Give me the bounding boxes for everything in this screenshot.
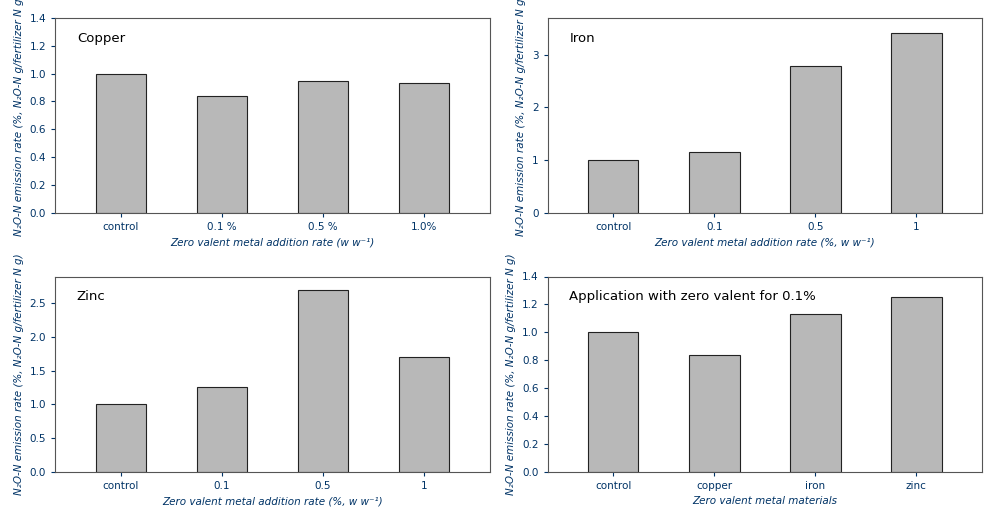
Bar: [588, 160, 638, 213]
Y-axis label: N₂O-N emission rate (%, N₂O-N g/fertilizer N g): N₂O-N emission rate (%, N₂O-N g/fertiliz…: [14, 0, 24, 236]
Bar: [891, 33, 941, 213]
Bar: [790, 67, 841, 213]
Bar: [398, 357, 449, 472]
Bar: [196, 96, 247, 213]
Text: Application with zero valent for 0.1%: Application with zero valent for 0.1%: [570, 290, 816, 303]
Bar: [790, 314, 841, 472]
Y-axis label: N₂O-N emission rate (%, N₂O-N g/fertilizer N g): N₂O-N emission rate (%, N₂O-N g/fertiliz…: [516, 0, 526, 236]
Y-axis label: N₂O-N emission rate (%, N₂O-N g/fertilizer N g): N₂O-N emission rate (%, N₂O-N g/fertiliz…: [14, 253, 24, 495]
Bar: [96, 404, 146, 472]
Bar: [196, 387, 247, 472]
Bar: [891, 297, 941, 472]
Text: Zinc: Zinc: [77, 290, 106, 303]
X-axis label: Zero valent metal materials: Zero valent metal materials: [692, 496, 838, 506]
Text: Copper: Copper: [77, 32, 124, 45]
Bar: [298, 290, 349, 472]
Bar: [689, 152, 740, 213]
Text: Iron: Iron: [570, 32, 595, 45]
Bar: [689, 355, 740, 472]
Bar: [298, 81, 349, 213]
Y-axis label: N₂O-N emission rate (%, N₂O-N g/fertilizer N g): N₂O-N emission rate (%, N₂O-N g/fertiliz…: [506, 253, 516, 495]
X-axis label: Zero valent metal addition rate (%, w w⁻¹): Zero valent metal addition rate (%, w w⁻…: [162, 496, 382, 506]
Bar: [96, 74, 146, 213]
Bar: [398, 83, 449, 213]
Bar: [588, 332, 638, 472]
X-axis label: Zero valent metal addition rate (w w⁻¹): Zero valent metal addition rate (w w⁻¹): [170, 238, 374, 248]
X-axis label: Zero valent metal addition rate (%, w w⁻¹): Zero valent metal addition rate (%, w w⁻…: [654, 238, 875, 248]
